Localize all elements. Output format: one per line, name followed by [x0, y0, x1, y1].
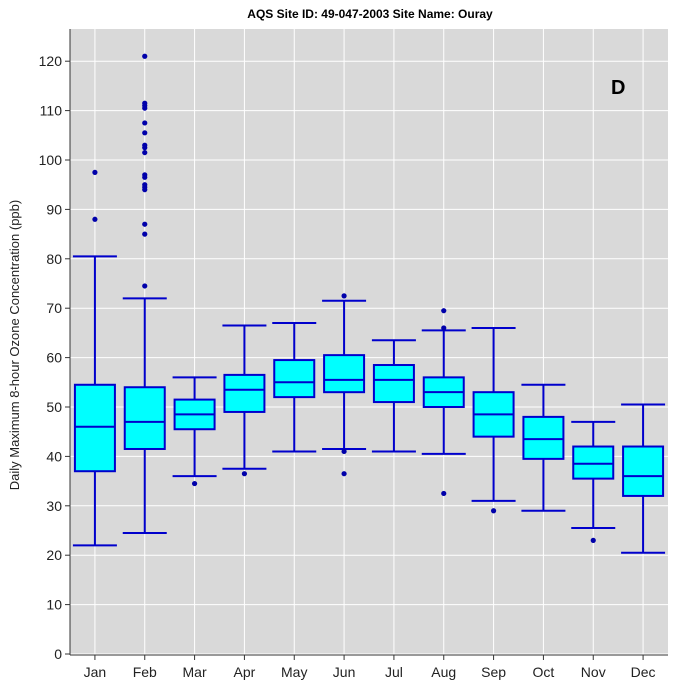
y-tick-label-60: 60: [46, 350, 62, 366]
box-dec: [622, 445, 665, 497]
y-tick-label-10: 10: [46, 597, 62, 613]
outlier-feb-0: [142, 283, 148, 289]
outlier-nov-0: [590, 537, 596, 543]
x-tick-label-nov: Nov: [581, 664, 606, 680]
box-jun: [323, 354, 366, 394]
outlier-jan-0: [92, 216, 98, 222]
outlier-feb-11: [142, 130, 148, 136]
chart-title: AQS Site ID: 49-047-2003 Site Name: Oura…: [247, 7, 493, 21]
x-tick-label-mar: Mar: [183, 664, 207, 680]
outlier-jan-1: [92, 169, 98, 175]
outlier-feb-10: [142, 142, 148, 148]
plot-area: 0 10 20 30 40 50 60 70 80 90 100 110 120 Jan Feb Mar Apr…: [39, 29, 668, 680]
x-tick-label-may: May: [281, 664, 307, 680]
outlier-jun-1: [341, 448, 347, 455]
outlier-feb-12: [142, 120, 148, 126]
x-tick-label-aug: Aug: [431, 664, 456, 680]
outlier-apr-0: [241, 471, 248, 477]
outlier-jun-2: [341, 293, 347, 299]
y-tick-label-0: 0: [54, 646, 62, 662]
x-tick-label-sep: Sep: [481, 664, 506, 680]
y-tick-label-110: 110: [40, 103, 63, 119]
x-tick-label-jun: Jun: [333, 664, 356, 680]
box-jul: [372, 364, 415, 404]
outlier-mar-0: [191, 480, 198, 487]
panel-letter: D: [611, 77, 625, 99]
outlier-aug-2: [441, 308, 447, 314]
outlier-aug-1: [441, 325, 447, 331]
y-tick-label-50: 50: [46, 399, 62, 415]
outlier-feb-2: [142, 221, 148, 227]
y-axis-label: Daily Maximum 8-hour Ozone Concentration…: [7, 200, 22, 490]
y-tick-label-40: 40: [46, 448, 62, 464]
box-feb: [123, 386, 166, 450]
x-tick-label-apr: Apr: [234, 664, 256, 680]
outlier-jun-0: [341, 471, 347, 477]
outlier-feb-8: [142, 149, 148, 156]
box-apr: [223, 373, 266, 413]
outlier-feb-15: [142, 100, 148, 106]
x-tick-label-jan: Jan: [84, 664, 107, 680]
y-tick-label-90: 90: [46, 201, 62, 217]
x-tick-label-feb: Feb: [133, 664, 157, 680]
y-tick-label-70: 70: [46, 300, 62, 316]
box-nov: [572, 445, 615, 480]
outlier-feb-7: [142, 172, 148, 178]
y-tick-label-100: 100: [39, 152, 63, 168]
y-tick-label-20: 20: [46, 547, 62, 563]
outlier-aug-0: [441, 490, 447, 497]
x-tick-label-jul: Jul: [385, 664, 403, 680]
box-jan: [73, 383, 116, 473]
outlier-feb-5: [142, 182, 148, 188]
y-tick-label-30: 30: [46, 498, 62, 514]
y-tick-label-120: 120: [39, 53, 63, 69]
x-tick-label-dec: Dec: [631, 664, 656, 680]
plot-background: [70, 29, 668, 655]
outlier-feb-1: [142, 231, 148, 237]
outlier-sep-0: [490, 508, 497, 514]
box-oct: [522, 415, 565, 460]
x-tick-label-oct: Oct: [533, 664, 555, 680]
outlier-feb-16: [142, 53, 148, 59]
y-tick-label-80: 80: [46, 251, 62, 267]
box-may: [273, 359, 316, 399]
